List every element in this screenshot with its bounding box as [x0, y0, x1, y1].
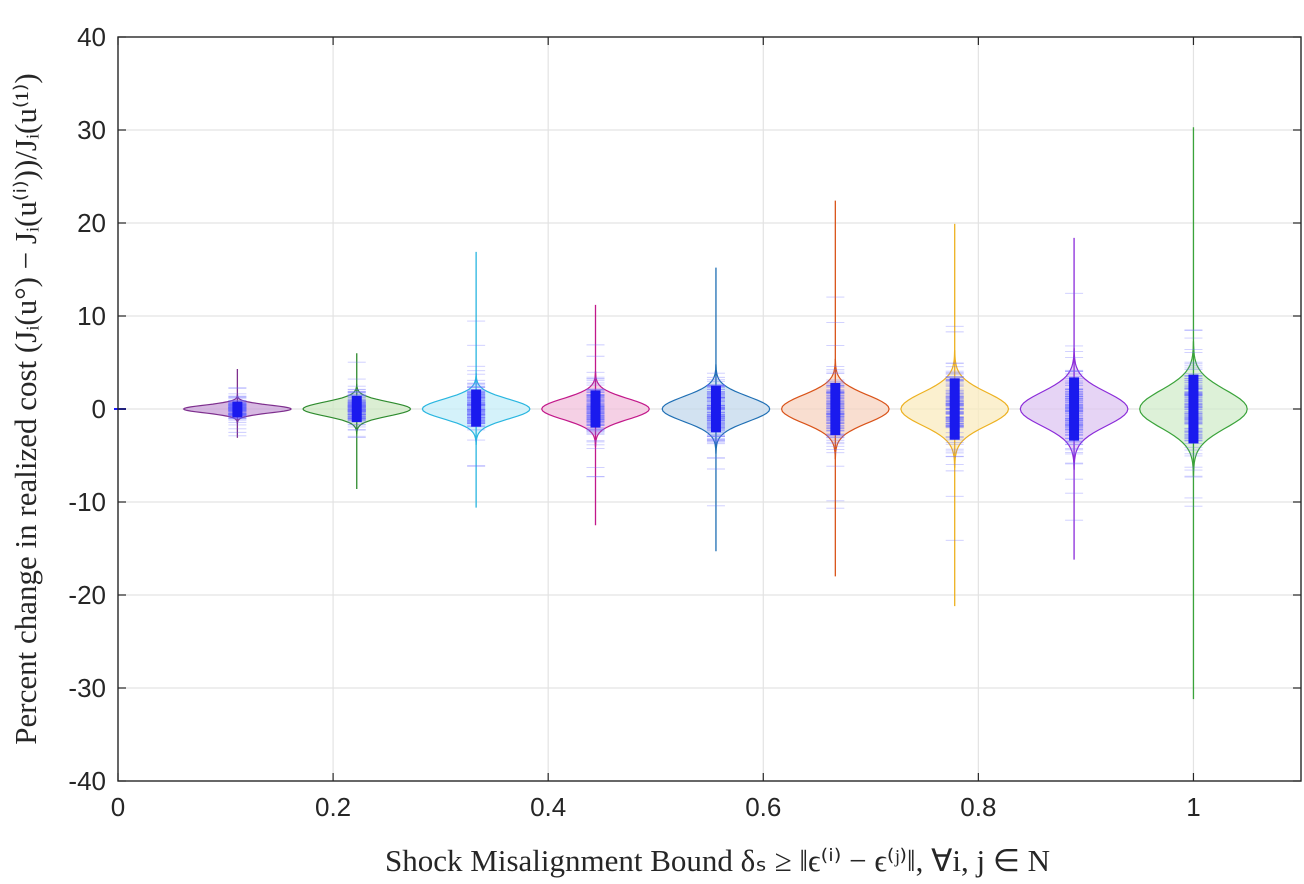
- iqr-bar: [232, 401, 243, 418]
- violin-group-2: [302, 353, 412, 489]
- y-tick-label: 40: [77, 22, 106, 52]
- x-tick-label: 0.8: [960, 792, 996, 822]
- y-axis-title: Percent change in realized cost (Jᵢ(u°) …: [8, 73, 43, 744]
- iqr-bar: [1069, 377, 1080, 441]
- y-tick-label: 20: [77, 208, 106, 238]
- sample-markers: [467, 320, 486, 468]
- violin-group-8: [1019, 237, 1129, 560]
- y-tick-label: -20: [68, 580, 106, 610]
- y-tick-label: 0: [92, 394, 106, 424]
- x-tick-label: 0.4: [530, 792, 566, 822]
- iqr-bar: [830, 382, 841, 436]
- x-tick-label: 0.2: [315, 792, 351, 822]
- violin-group-1: [182, 369, 293, 438]
- iqr-bar: [710, 385, 721, 433]
- violin-group-6: [780, 200, 890, 577]
- iqr-bar: [1188, 374, 1199, 444]
- violin-group-4: [541, 304, 650, 526]
- violin-group-3: [421, 251, 531, 508]
- y-tick-label: 10: [77, 301, 106, 331]
- x-axis-title: Shock Misalignment Bound δₛ ≥ ‖ϵ⁽ⁱ⁾ − ϵ⁽…: [385, 843, 1050, 878]
- y-tick-label: -10: [68, 487, 106, 517]
- violin-group-5: [661, 267, 771, 552]
- x-tick-label: 0: [111, 792, 125, 822]
- y-tick-label: -40: [68, 766, 106, 796]
- iqr-bar: [949, 378, 960, 440]
- iqr-bar: [471, 389, 482, 427]
- violin-group-9: [1139, 127, 1248, 700]
- y-tick-label: 30: [77, 115, 106, 145]
- x-tick-label: 1: [1186, 792, 1200, 822]
- iqr-bar: [351, 395, 362, 423]
- y-tick-label: -30: [68, 673, 106, 703]
- iqr-bar: [590, 390, 601, 428]
- violin-group-7: [900, 223, 1010, 607]
- x-tick-label: 0.6: [745, 792, 781, 822]
